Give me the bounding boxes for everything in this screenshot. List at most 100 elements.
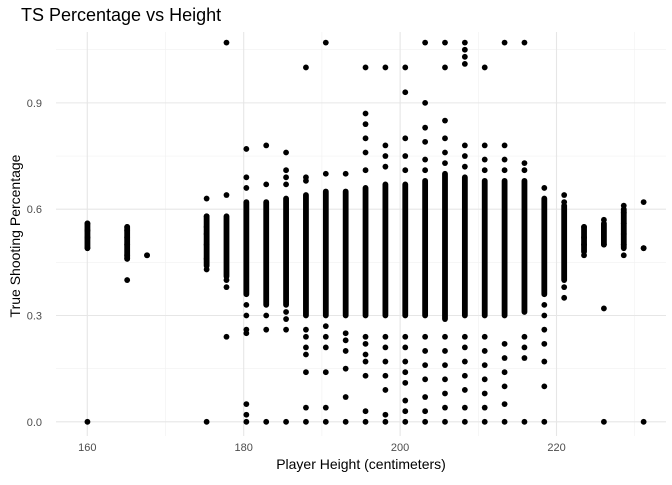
data-point [382,418,389,425]
data-point [640,245,647,252]
data-point [461,60,468,67]
data-point [243,326,250,333]
data-point [402,369,409,376]
data-point [501,156,508,163]
data-point [263,142,270,149]
data-point [481,142,488,149]
data-point [422,99,429,106]
dense-point-column [481,177,488,319]
data-point [402,418,409,425]
data-point [124,234,131,241]
data-point [581,234,587,241]
y-axis-label: True Shooting Percentage [7,154,23,318]
data-point [481,390,488,397]
dense-point-column [303,192,309,319]
data-point [263,418,270,425]
data-point [402,379,409,386]
data-point [402,153,409,159]
data-point [541,326,548,333]
data-point [362,333,369,340]
data-point [481,167,488,174]
data-point [402,408,409,415]
data-point [501,369,508,376]
dense-point-column [283,195,289,308]
data-point [283,316,289,322]
data-point [461,418,468,425]
data-point [322,418,329,425]
data-point [362,121,369,128]
data-point [461,46,468,53]
data-point [203,213,210,220]
dense-point-column [461,174,468,319]
data-point [283,181,289,188]
data-point [561,294,568,301]
data-point [501,383,508,390]
data-point [382,64,389,71]
data-point [322,323,329,330]
data-point [283,418,289,425]
data-point [342,348,349,354]
dense-point-column [501,177,508,319]
data-point [203,231,210,237]
data-point [223,277,230,283]
data-point [620,231,627,237]
data-point [402,344,409,351]
data-point [461,344,468,351]
data-point [521,344,528,351]
data-point [461,39,468,46]
data-point [382,142,389,149]
data-point [203,418,210,425]
data-point [422,124,429,131]
data-point [124,277,131,283]
data-point [382,153,389,159]
data-point [303,64,309,71]
dense-point-column [620,206,627,252]
dense-point-column [243,199,250,298]
dense-point-column [362,185,369,319]
data-point [461,153,468,159]
data-point [382,333,389,340]
data-point [442,333,448,340]
data-point [303,404,309,411]
data-point [541,340,548,347]
data-point [442,418,448,425]
data-point [342,418,349,425]
data-point [442,348,448,354]
data-point [283,326,289,333]
data-point [283,167,289,174]
data-point [283,149,289,156]
data-point [342,170,349,177]
dense-point-column [322,188,329,319]
data-point [362,408,369,415]
data-point [461,404,468,411]
data-point [561,284,568,291]
data-point [501,39,508,46]
data-point [501,340,508,347]
data-point [382,411,389,418]
data-point [303,344,309,351]
data-point [461,163,468,170]
data-point [541,383,548,390]
data-point [362,167,369,174]
data-point [303,418,309,425]
data-point [362,372,369,379]
data-point [620,241,627,248]
data-point [481,333,488,340]
y-tick-label: 0.9 [27,98,42,110]
data-point [243,401,250,408]
data-point [601,305,607,312]
dense-point-column [382,181,389,319]
data-point [541,312,548,319]
data-point [442,64,448,71]
data-point [481,404,488,411]
data-point [362,149,369,156]
data-point [322,170,329,177]
data-point [581,241,587,248]
data-point [263,326,270,333]
data-point [203,195,210,202]
data-point [322,404,329,411]
data-point [382,358,389,365]
data-point [124,241,131,248]
dense-point-column [263,199,270,308]
